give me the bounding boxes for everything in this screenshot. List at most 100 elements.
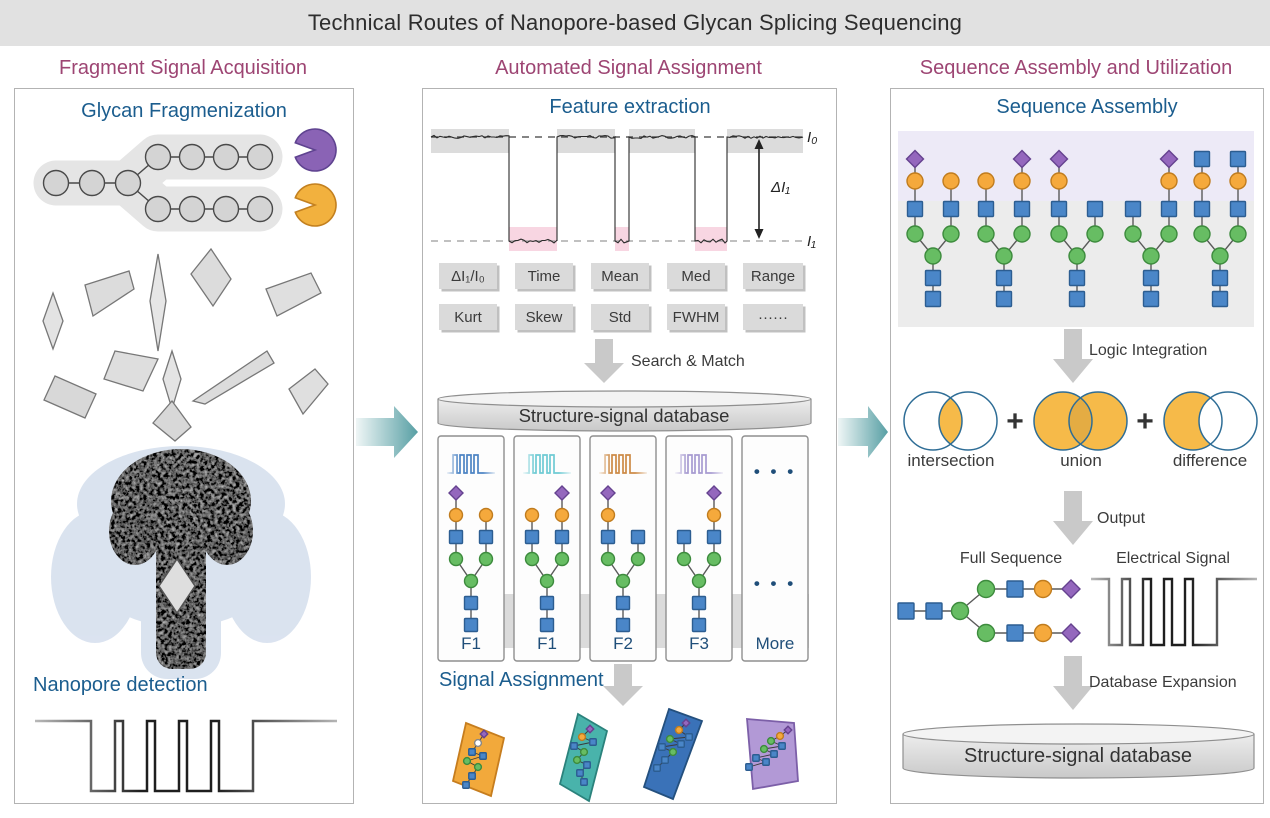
feature-chip: Mean [591, 263, 652, 292]
structure-signal-database: Structure-signal database [437, 390, 812, 432]
blue-square-icon [677, 740, 685, 748]
fragment-glycan-chains [462, 718, 793, 789]
svg-text:Range: Range [751, 268, 795, 285]
purple-diamond-icon [448, 485, 464, 501]
blue-square-icon [479, 752, 487, 760]
full-sequence-label: Full Sequence [960, 550, 1062, 567]
green-circle-icon [924, 247, 942, 265]
blue-square-icon [977, 200, 995, 218]
svg-text:Std: Std [609, 309, 632, 326]
translocating-fragment [158, 557, 196, 615]
blue-square-icon [463, 595, 479, 611]
blockade-current-label: I₁ [807, 233, 816, 250]
down-arrow-icon [1053, 491, 1093, 545]
card-contents [447, 454, 723, 633]
figure-title: Technical Routes of Nanopore-based Glyca… [307, 10, 963, 35]
purple-diamond-icon [554, 485, 570, 501]
venn-union [1033, 391, 1128, 451]
blue-square-icon [691, 617, 707, 633]
green-circle-icon [676, 551, 692, 567]
baseline-current-label: I₀ [807, 129, 818, 146]
orange-circle-icon [906, 172, 924, 190]
glycan-fragments [42, 247, 329, 442]
orange-circle-icon [1033, 623, 1053, 643]
purple-diamond-icon [1061, 623, 1081, 643]
feature-chip: Std [591, 304, 652, 333]
purple-diamond-icon [905, 149, 925, 169]
svg-text:Med: Med [681, 268, 710, 285]
svg-text:ΔI₁/I₀: ΔI₁/I₀ [451, 268, 485, 285]
feature-chip: Range [743, 263, 806, 292]
orange-circle-icon [478, 507, 494, 523]
green-circle-icon [706, 551, 722, 567]
green-circle-icon [539, 573, 555, 589]
blue-square-icon [1229, 150, 1247, 168]
orange-circle-icon [942, 172, 960, 190]
venn-operations: + + intersection union difference [903, 391, 1258, 470]
blue-square-icon [685, 733, 693, 741]
orange-circle-icon [674, 725, 684, 735]
blue-square-icon [762, 758, 770, 766]
svg-text:Mean: Mean [601, 268, 639, 285]
blue-square-icon [1142, 269, 1160, 287]
blue-square-icon [1211, 269, 1229, 287]
blue-square-icon [1006, 624, 1024, 642]
electrical-signal-wave [1091, 577, 1257, 647]
event-trace: ΔI₁ I₀ I₁ [430, 129, 818, 251]
blue-square-icon [539, 595, 555, 611]
blue-square-icon [995, 290, 1013, 308]
nanopore-detection-title: Nanopore detection [33, 674, 208, 696]
nanopore-signal-wave [35, 719, 337, 793]
output-label: Output [1097, 510, 1146, 527]
blue-square-icon [462, 781, 470, 789]
feature-chip: Med [667, 263, 728, 292]
orange-circle-icon [448, 507, 464, 523]
orange-circle-icon [775, 731, 785, 741]
blue-square-icon [615, 617, 631, 633]
green-circle-icon [977, 225, 995, 243]
reference-cards: F1 F1 F2 F3 • • • • • • More [437, 435, 809, 662]
card-label: F3 [689, 634, 709, 653]
flow-arrow-assignment-to-assembly [838, 406, 888, 458]
blue-square-icon [924, 290, 942, 308]
feature-chip: ΔI₁/I₀ [439, 263, 500, 292]
title-bar: Technical Routes of Nanopore-based Glyca… [0, 0, 1270, 46]
purple-diamond-icon [706, 485, 722, 501]
blue-square-icon [539, 617, 555, 633]
blue-square-icon [1013, 200, 1031, 218]
logic-integration-label: Logic Integration [1089, 342, 1207, 359]
green-circle-icon [1211, 247, 1229, 265]
card-label: F1 [461, 634, 481, 653]
venn-label-difference: difference [1173, 451, 1247, 470]
down-arrow-icon [1053, 329, 1093, 383]
green-circle-icon [665, 734, 675, 744]
nanopore-body [109, 449, 253, 669]
blue-square-icon [1006, 580, 1024, 598]
blue-square-icon [576, 769, 584, 777]
orange-circle-icon [577, 732, 587, 742]
purple-diamond-icon [479, 729, 489, 739]
blue-square-icon [600, 529, 616, 545]
blue-square-icon [583, 761, 591, 769]
blue-square-icon [752, 754, 760, 762]
blue-square-icon [1068, 269, 1086, 287]
svg-text:Skew: Skew [526, 309, 563, 326]
purple-diamond-icon [1049, 149, 1069, 169]
blue-square-icon [1124, 200, 1142, 218]
orange-circle-icon [977, 172, 995, 190]
venn-label-union: union [1060, 451, 1102, 470]
noisy-current-trace [430, 134, 804, 244]
down-arrow-icon [603, 664, 643, 706]
search-match-label: Search & Match [631, 353, 745, 370]
feature-chip: ······ [743, 304, 806, 333]
green-circle-icon [572, 755, 582, 765]
blue-square-icon [580, 778, 588, 786]
down-arrow-icon [584, 339, 624, 383]
glycan-units [42, 143, 274, 223]
blue-square-icon [468, 772, 476, 780]
green-circle-icon [976, 623, 996, 643]
blue-square-icon [1229, 200, 1247, 218]
purple-diamond-icon [1061, 579, 1081, 599]
blue-square-icon [770, 750, 778, 758]
feature-extraction-title: Feature extraction [549, 96, 710, 118]
